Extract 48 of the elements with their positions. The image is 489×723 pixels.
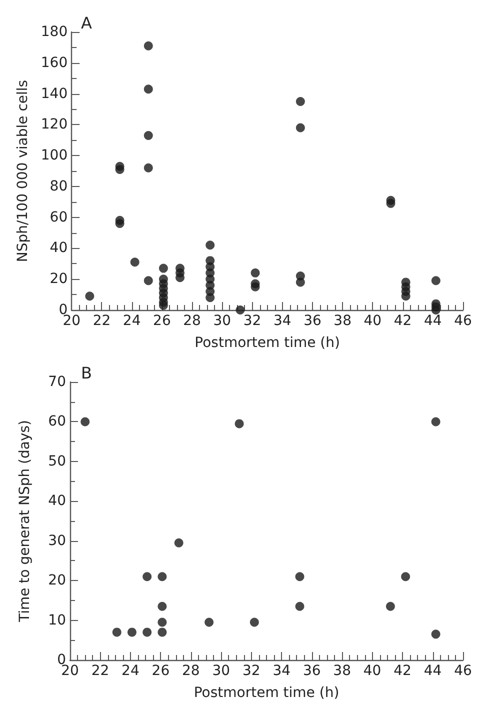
x-tick-label: 26 [153,313,171,329]
x-tick-label: 24 [122,313,141,329]
x-tick-label: 38 [334,313,352,329]
y-tick-label: 20 [50,271,68,288]
y-tick-label: 50 [48,453,66,470]
y-tick-label: 30 [48,532,66,549]
x-tick-label: 46 [454,663,472,679]
y-tick-label: 180 [40,24,68,40]
x-tick-label: 34 [273,313,292,329]
x-tick-label: 32 [242,663,260,679]
x-tick-label: 42 [394,313,412,329]
x-tick-label: 40 [364,313,382,329]
x-tick-label: 44 [424,313,442,329]
y-axis-title: Time to generat NSph (days) [17,420,33,624]
x-tick-label: 22 [92,313,111,329]
x-tick-label: 30 [213,313,232,329]
x-tick-label: 26 [152,663,170,679]
y-tick-label: 20 [48,572,66,589]
x-tick-label: 38 [333,663,351,679]
x-tick-label: 40 [363,663,382,679]
x-tick-label: 28 [182,663,200,679]
y-tick-label: 60 [50,209,68,226]
chart-title: A [81,14,92,32]
y-tick-label: 100 [40,148,68,164]
y-tick-label: 40 [50,240,68,256]
y-tick-label: 120 [40,116,68,133]
x-tick-label: 28 [183,313,201,329]
x-tick-label: 36 [304,313,322,329]
x-axis-title: Postmortem time (h) [194,685,340,701]
y-axis-title: NSph/100 000 viable cells [15,80,31,262]
y-tick-label: 60 [48,414,66,430]
x-tick-label: 42 [394,663,412,679]
y-tick-label: 70 [48,374,66,390]
y-tick-label: 10 [48,612,66,628]
y-tick-label: 160 [40,54,68,71]
chart-title: B [81,364,92,382]
x-tick-label: 44 [424,663,442,679]
x-tick-label: 34 [272,663,291,679]
x-tick-label: 22 [91,663,110,679]
y-tick-label: 80 [50,178,68,194]
y-tick-label: 40 [48,493,66,510]
x-tick-label: 30 [212,663,230,679]
x-tick-label: 24 [122,663,140,679]
x-tick-label: 32 [243,313,262,329]
x-tick-label: 36 [302,663,321,679]
x-tick-label: 46 [454,313,472,329]
y-tick-label: 140 [40,86,68,102]
x-axis-title: Postmortem time (h) [194,335,340,351]
